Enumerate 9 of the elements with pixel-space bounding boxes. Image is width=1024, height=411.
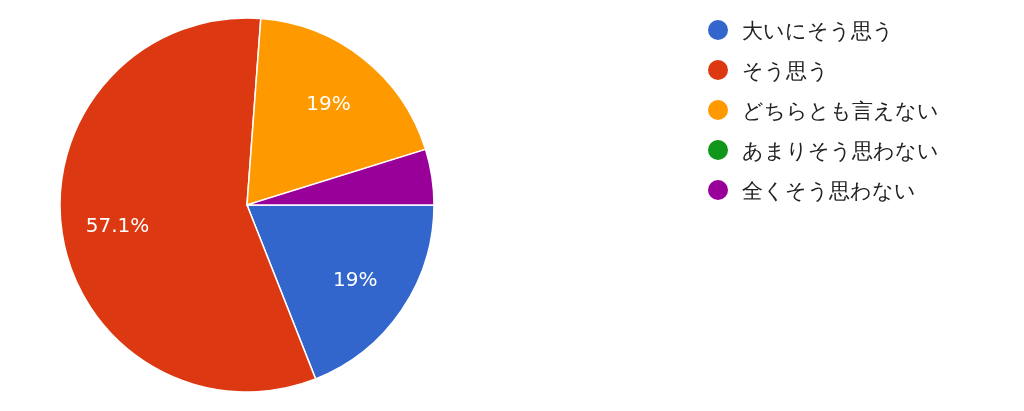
legend-label: 大いにそう思う: [742, 19, 894, 43]
data-label: 19%: [332, 266, 378, 291]
legend-label: あまりそう思わない: [742, 139, 939, 163]
legend-label: 全くそう思わない: [742, 179, 916, 203]
data-label: 57.1%: [85, 212, 150, 237]
legend-label: どちらとも言えない: [742, 99, 939, 123]
pie: 19% 57.1% 19%: [59, 17, 435, 393]
data-label: 19%: [306, 90, 351, 115]
legend-label: そう思う: [742, 59, 829, 83]
